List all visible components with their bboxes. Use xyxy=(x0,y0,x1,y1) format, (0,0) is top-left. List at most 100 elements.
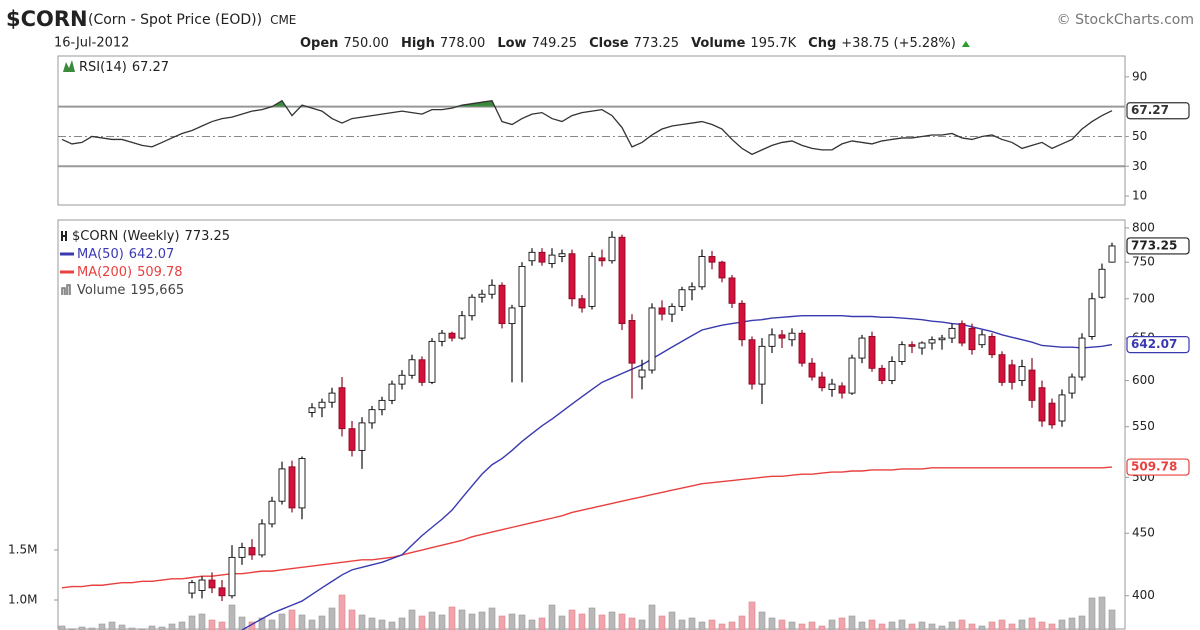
volume-bar xyxy=(228,604,236,630)
candle-body xyxy=(768,334,776,347)
candle-body xyxy=(258,523,266,556)
quote-value: 773.25 xyxy=(634,36,680,51)
ma50-last-label: 642.07 xyxy=(1131,337,1177,351)
volume-bar xyxy=(898,619,906,630)
candle-body xyxy=(598,257,606,262)
y-tick-label: 30 xyxy=(1132,159,1147,173)
volume-bar xyxy=(1018,619,1026,630)
quote-label: Chg xyxy=(808,36,836,51)
volume-bar xyxy=(648,604,656,630)
candle-body xyxy=(608,236,616,262)
ma200-last-label: 509.78 xyxy=(1131,460,1177,474)
legend-name: $CORN (Weekly) xyxy=(72,229,180,244)
last-close-box xyxy=(1126,237,1190,255)
legend-value: 642.07 xyxy=(129,247,175,262)
volume-bar xyxy=(98,623,106,630)
volume-bar xyxy=(158,626,166,630)
volume-bar xyxy=(198,613,206,630)
volume-bar xyxy=(818,625,826,630)
candle-body xyxy=(958,323,966,344)
volume-bar xyxy=(618,613,626,630)
candle-body xyxy=(308,407,316,413)
rsi-line xyxy=(61,99,1113,156)
volume-bar xyxy=(178,621,186,630)
candle-body xyxy=(868,336,876,369)
candle-body xyxy=(968,327,976,351)
candle-body xyxy=(398,374,406,385)
legend-icon xyxy=(61,231,67,241)
candle-body xyxy=(508,307,516,325)
volume-bar xyxy=(708,619,716,630)
volume-bar xyxy=(728,621,736,630)
candle-body xyxy=(428,340,436,383)
candle-body xyxy=(668,305,676,315)
candle-body xyxy=(288,466,296,509)
candle-body xyxy=(778,334,786,339)
volume-bar xyxy=(488,607,496,630)
candle-body xyxy=(498,284,506,325)
moving-average xyxy=(241,315,1113,630)
candle-body xyxy=(268,500,276,525)
volume-bar xyxy=(848,615,856,630)
volume-bar xyxy=(598,614,606,630)
volume-bar xyxy=(808,621,816,630)
legend-name: MA(200) xyxy=(77,265,132,280)
volume-bar xyxy=(628,617,636,630)
legend-icon xyxy=(63,60,75,72)
volume-bar xyxy=(58,625,66,630)
y-tick-label: 800 xyxy=(1132,220,1155,234)
ma200-last-box xyxy=(1126,458,1190,476)
candle-body xyxy=(918,342,926,349)
volume-bar xyxy=(528,619,536,630)
volume-bar xyxy=(278,613,286,630)
candle-body xyxy=(698,256,706,288)
candle-body xyxy=(1028,369,1036,401)
candle-body xyxy=(738,302,746,341)
volume-bar xyxy=(1078,615,1086,630)
candle-body xyxy=(238,547,246,558)
description: (Corn - Spot Price (EOD)) CME xyxy=(88,12,296,28)
candle-body xyxy=(528,251,536,262)
volume-bar xyxy=(478,611,486,630)
volume-bar xyxy=(238,616,246,630)
candle-body xyxy=(938,337,946,341)
volume-bar xyxy=(738,615,746,630)
volume-bar xyxy=(118,624,126,630)
volume-bar xyxy=(518,614,526,630)
volume-bar xyxy=(578,613,586,630)
volume-bar xyxy=(218,621,226,630)
volume-bar xyxy=(638,619,646,630)
volume-bar xyxy=(758,611,766,630)
volume-bar xyxy=(868,619,876,630)
quote-label: Volume xyxy=(691,36,746,51)
candle-body xyxy=(998,354,1006,383)
candle-body xyxy=(218,587,226,597)
source: © StockCharts.com xyxy=(1057,12,1194,28)
candle-body xyxy=(1048,402,1056,426)
volume-bar xyxy=(108,621,116,630)
candle-body xyxy=(448,332,456,339)
y-tick-label: 50 xyxy=(1132,129,1147,143)
candle-body xyxy=(388,383,396,401)
candle-body xyxy=(278,468,286,502)
overbought-fill xyxy=(272,100,495,107)
candle-body xyxy=(1088,298,1096,337)
candle-body xyxy=(468,296,476,317)
candle-body xyxy=(758,345,766,385)
volume-bar xyxy=(538,617,546,630)
volume-bar xyxy=(908,623,916,630)
candle-body xyxy=(908,344,916,347)
legend-name: RSI(14) xyxy=(79,60,127,75)
volume-bar xyxy=(1108,609,1116,630)
volume-bar xyxy=(438,614,446,630)
volume-bar xyxy=(718,623,726,630)
y-tick-label: 450 xyxy=(1132,526,1155,540)
candle-body xyxy=(708,256,716,263)
volume-bar xyxy=(938,625,946,630)
candle-body xyxy=(358,422,366,451)
candle-body xyxy=(688,286,696,291)
candle-body xyxy=(368,409,376,424)
candle-body xyxy=(578,298,586,309)
volume-bar xyxy=(918,621,926,630)
